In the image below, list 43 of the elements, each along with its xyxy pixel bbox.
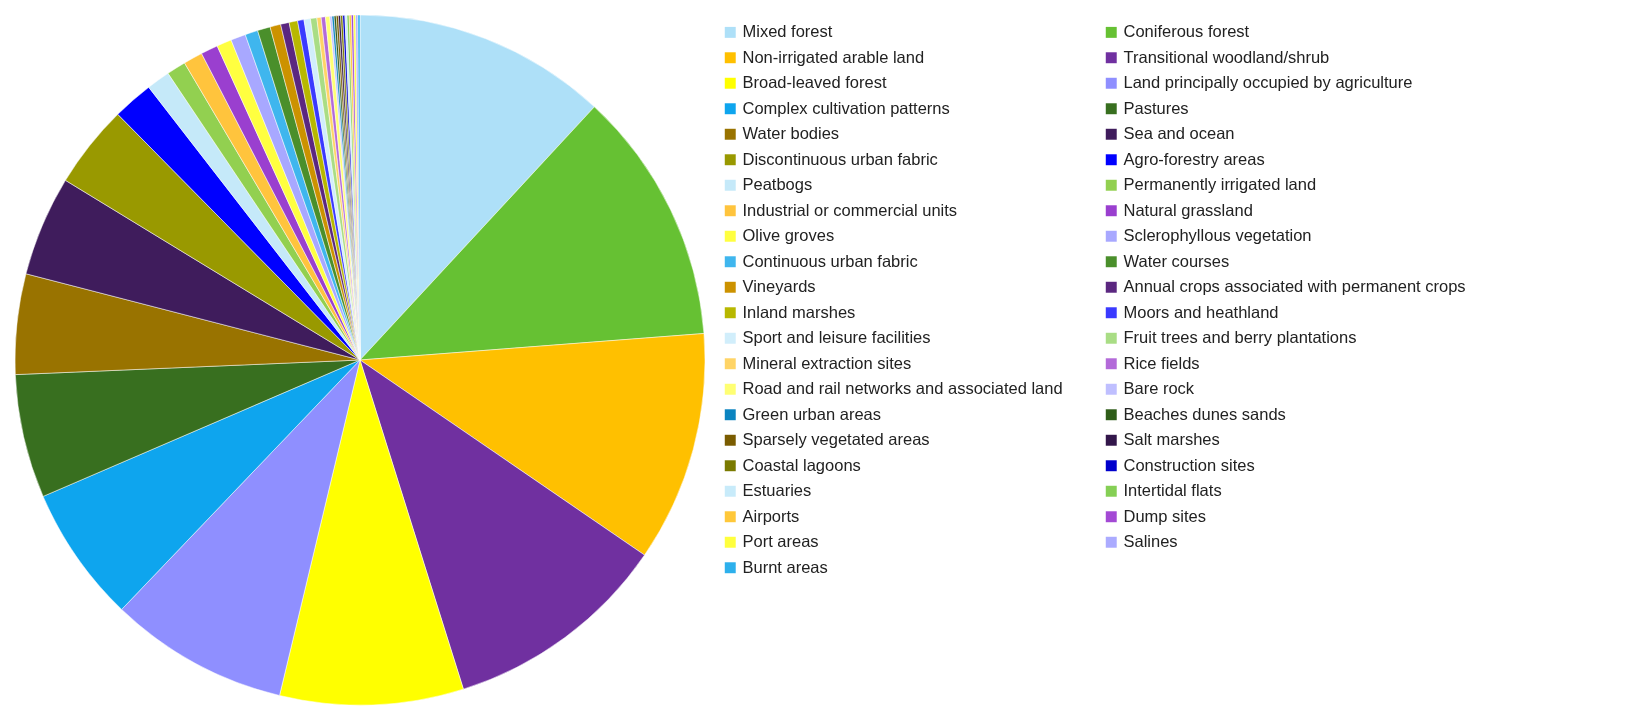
legend-label: Mixed forest (742, 22, 833, 41)
legend-label: Construction sites (1123, 455, 1255, 474)
legend-label: Broad-leaved forest (742, 73, 887, 92)
legend-label: Port areas (742, 532, 819, 551)
legend-label: Sclerophyllous vegetation (1123, 226, 1312, 245)
legend-label: Complex cultivation patterns (742, 98, 950, 117)
legend-label: Dump sites (1123, 506, 1207, 525)
legend-label: Industrial or commercial units (742, 200, 958, 219)
legend-label: Pastures (1123, 98, 1189, 117)
legend-label: Olive groves (742, 226, 835, 245)
legend-label: Annual crops associated with permanent crops (1123, 277, 1466, 296)
legend-label: Continuous urban fabric (742, 251, 918, 270)
legend-label: Discontinuous urban fabric (742, 149, 938, 168)
legend-label: Agro-forestry areas (1123, 149, 1265, 168)
legend-label: Airports (742, 506, 800, 525)
legend-label: Fruit trees and berry plantations (1123, 328, 1357, 347)
legend-label: Mineral extraction sites (742, 353, 912, 372)
legend-label: Permanently irrigated land (1123, 175, 1317, 194)
legend-label: Road and rail networks and associated land (742, 379, 1063, 398)
legend-label: Salines (1123, 532, 1178, 551)
legend-label: Coastal lagoons (742, 455, 861, 474)
legend-label: Peatbogs (742, 175, 813, 194)
legend-label: Sparsely vegetated areas (742, 430, 930, 449)
legend-label: Water courses (1123, 251, 1230, 270)
legend-label: Transitional woodland/shrub (1123, 47, 1330, 66)
legend-label: Salt marshes (1123, 430, 1220, 449)
legend-label: Non-irrigated arable land (742, 47, 925, 66)
legend-label: Vineyards (742, 277, 816, 296)
legend-label: Inland marshes (742, 302, 856, 321)
legend-label: Water bodies (742, 124, 840, 143)
legend-label: Coniferous forest (1123, 22, 1250, 41)
legend-label: Rice fields (1123, 353, 1200, 372)
legend-label: Sea and ocean (1123, 124, 1235, 143)
legend-label: Land principally occupied by agriculture (1123, 73, 1413, 92)
legend-label: Burnt areas (742, 557, 828, 576)
legend-label: Natural grassland (1123, 200, 1253, 219)
legend-label: Estuaries (742, 481, 812, 500)
legend-label: Sport and leisure facilities (742, 328, 931, 347)
legend-label: Green urban areas (742, 404, 882, 423)
legend-label: Moors and heathland (1123, 302, 1279, 321)
legend-label: Intertidal flats (1123, 481, 1222, 500)
legend-label: Beaches dunes sands (1123, 404, 1286, 423)
legend-label: Bare rock (1123, 379, 1195, 398)
